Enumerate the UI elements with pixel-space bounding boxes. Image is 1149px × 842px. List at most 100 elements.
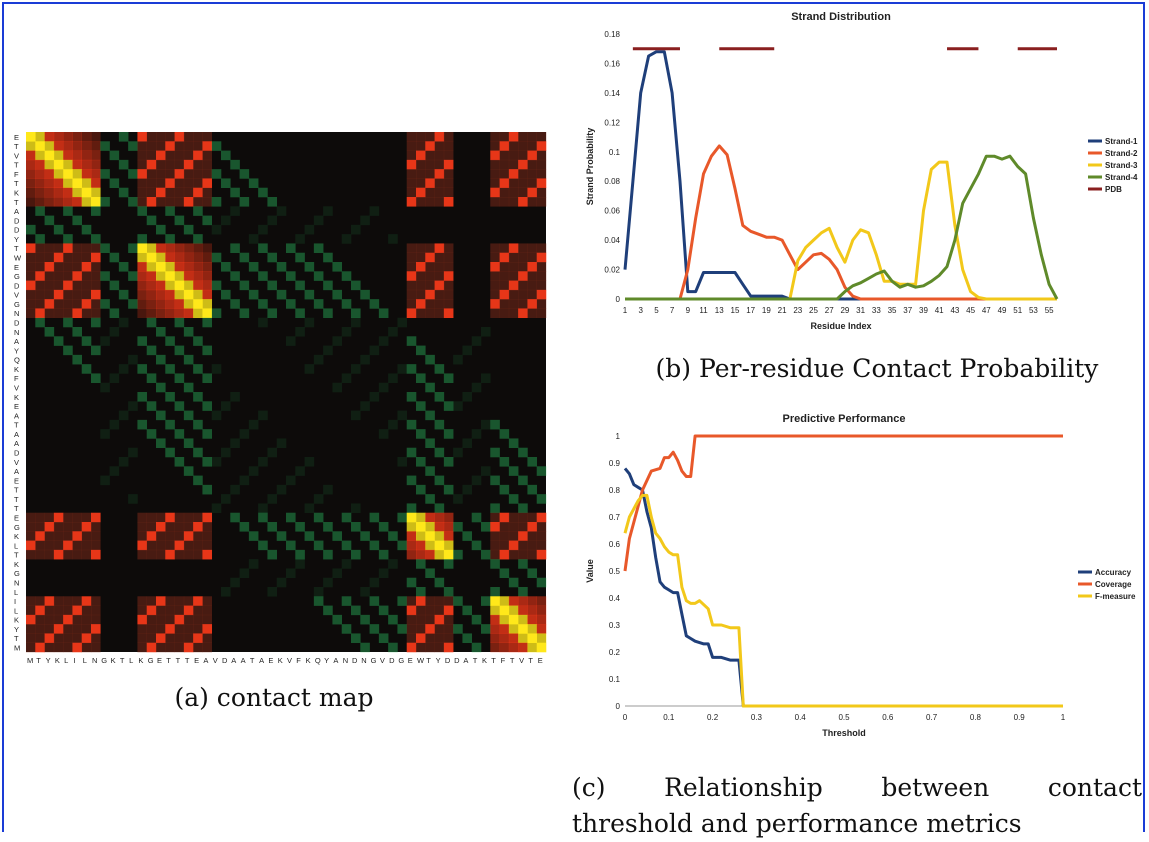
contact-cell: [202, 308, 213, 319]
contact-cell: [165, 419, 175, 430]
contact-cell: [44, 624, 55, 634]
contact-cell: [425, 466, 435, 476]
contact-cell: [425, 410, 435, 421]
contact-cell: [211, 280, 222, 291]
contact-cell: [174, 549, 185, 560]
contact-cell: [508, 522, 519, 532]
contact-cell: [91, 299, 101, 309]
legend-label: Strand-3: [1105, 161, 1138, 170]
contact-cell: [508, 187, 519, 198]
contact-cell: [351, 364, 361, 374]
contact-cell: [425, 243, 435, 254]
contact-cell: [267, 308, 278, 319]
contact-cell: [165, 178, 175, 189]
contact-cell: [471, 614, 482, 625]
contact-cell: [416, 280, 426, 291]
contact-cell: [471, 512, 482, 523]
contact-cell: [63, 299, 73, 309]
contact-cell: [193, 271, 203, 281]
contact-cell: [146, 141, 157, 151]
contact-cell: [35, 243, 45, 254]
contact-cell: [26, 159, 36, 170]
contact-cell: [453, 522, 463, 532]
contact-cell: [63, 540, 73, 551]
contact-cell: [174, 633, 185, 644]
residue-tick-label: N: [14, 309, 19, 318]
contact-cell: [499, 540, 510, 551]
contact-cell: [518, 512, 528, 523]
contact-cell: [156, 327, 166, 337]
x-tick-label: 0: [623, 713, 628, 722]
contact-cell: [416, 457, 426, 467]
contact-cell: [193, 447, 203, 458]
contact-cell: [518, 633, 528, 644]
contact-cell: [72, 299, 83, 309]
contact-cell: [81, 187, 92, 198]
contact-cell: [81, 243, 92, 254]
contact-cell: [137, 150, 148, 161]
contact-cell: [202, 345, 213, 356]
contact-cell: [100, 299, 110, 309]
contact-cell: [81, 197, 92, 207]
contact-cell: [81, 224, 92, 235]
residue-tick-label: E: [14, 514, 19, 523]
contact-cell: [174, 187, 185, 198]
contact-cell: [425, 271, 435, 281]
contact-cell: [416, 289, 426, 300]
contact-cell: [490, 299, 500, 309]
contact-cell: [137, 336, 148, 346]
contact-cell: [109, 280, 120, 291]
residue-tick-label: G: [371, 656, 377, 665]
contact-cell: [146, 197, 157, 207]
contact-cell: [313, 354, 324, 365]
contact-cell: [351, 503, 361, 514]
y-tick-label: 0.6: [609, 540, 621, 549]
contact-cell: [118, 364, 129, 374]
contact-cell: [490, 197, 500, 207]
contact-cell: [239, 308, 250, 319]
contact-cell: [360, 354, 370, 365]
residue-tick-label: T: [14, 495, 19, 504]
contact-cell: [536, 549, 547, 560]
contact-cell: [481, 549, 491, 560]
residue-tick-label: I: [73, 656, 75, 665]
contact-cell: [527, 540, 538, 551]
contact-cell: [388, 373, 398, 384]
contact-cell: [425, 549, 435, 560]
contact-cell: [26, 633, 36, 644]
contact-cell: [35, 549, 45, 560]
contact-cell: [351, 308, 361, 319]
contact-cell: [313, 512, 324, 523]
contact-cell: [63, 197, 73, 207]
contact-cell: [295, 549, 305, 560]
contact-cell: [35, 132, 45, 142]
contact-cell: [44, 271, 55, 281]
contact-cell: [26, 280, 36, 291]
contact-cell: [369, 512, 380, 523]
contact-cell: [443, 308, 454, 319]
contact-cell: [26, 512, 36, 523]
contact-cell: [351, 633, 361, 644]
contact-cell: [137, 289, 148, 300]
contact-cell: [63, 169, 73, 179]
contact-cell: [202, 252, 213, 263]
contact-cell: [183, 633, 194, 644]
contact-cell: [499, 605, 510, 616]
residue-tick-label: K: [482, 656, 487, 665]
contact-cell: [536, 614, 547, 625]
contact-cell: [193, 605, 203, 616]
x-tick-label: 0.7: [926, 713, 938, 722]
contact-cell: [91, 197, 101, 207]
residue-tick-label: T: [14, 551, 19, 560]
contact-cell: [239, 280, 250, 291]
contact-cell: [26, 187, 36, 198]
contact-cell: [471, 475, 482, 486]
contact-cell: [100, 382, 110, 393]
contact-cell: [286, 568, 296, 579]
residue-tick-label: K: [14, 365, 19, 374]
contact-cell: [323, 522, 333, 532]
contact-cell: [434, 642, 445, 653]
y-tick-label: 0.12: [604, 118, 620, 127]
contact-cell: [118, 159, 129, 170]
contact-cell: [35, 280, 45, 291]
